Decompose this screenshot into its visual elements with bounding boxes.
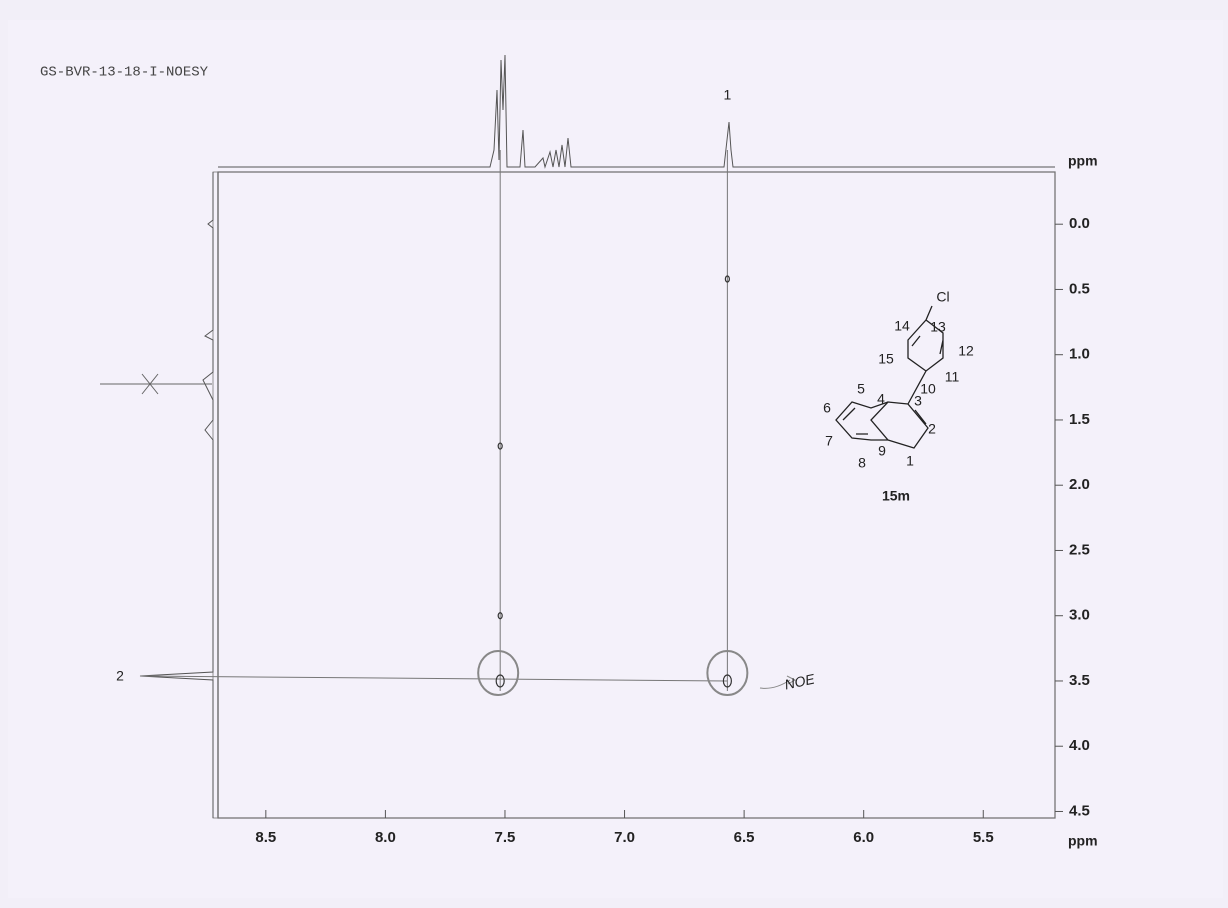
- atom-label: 10: [920, 381, 936, 397]
- hand-circle: [477, 649, 520, 696]
- x-tick-label: 7.0: [614, 829, 635, 846]
- hand-circle: [706, 649, 749, 696]
- x-tick-label: 6.0: [853, 829, 874, 846]
- paper: [8, 20, 1223, 898]
- cross-peak: [722, 674, 732, 688]
- projection-top: [218, 54, 1055, 169]
- x-tick-label: 8.5: [255, 829, 276, 846]
- atom-label: 6: [823, 400, 831, 416]
- peak-label: 1: [723, 87, 731, 103]
- guide-line: [139, 675, 728, 682]
- chart-title: GS-BVR-13-18-I-NOESY: [40, 65, 209, 81]
- cross-peak: [724, 275, 730, 283]
- x-tick-label: 8.0: [375, 829, 396, 846]
- atom-label: 5: [857, 381, 865, 397]
- y-tick-label: 1.5: [1069, 411, 1090, 428]
- handwritten-arrow: [759, 675, 797, 689]
- x-axis-label: ppm: [1068, 833, 1098, 849]
- atom-label: 1: [906, 453, 914, 469]
- atom-label: 2: [928, 421, 936, 437]
- atom-label: Cl: [936, 289, 949, 305]
- x-tick-label: 5.5: [973, 829, 994, 846]
- y-tick-label: 3.5: [1069, 672, 1090, 689]
- atom-label: 11: [945, 369, 960, 385]
- compound-name: 15m: [882, 488, 910, 504]
- atom-label: 12: [958, 343, 974, 359]
- atom-label: 15: [878, 351, 894, 367]
- atom-label: 7: [825, 433, 833, 449]
- y-tick-label: 4.0: [1069, 737, 1090, 754]
- handwritten-mark: [100, 373, 212, 395]
- y-axis-label: ppm: [1068, 153, 1098, 169]
- cross-peak: [497, 612, 503, 620]
- projection-left: [139, 172, 214, 818]
- cross-peak: [497, 442, 503, 450]
- y-tick-label: 2.0: [1069, 476, 1090, 493]
- atom-label: 3: [914, 393, 922, 409]
- atom-label: 8: [858, 455, 866, 471]
- y-tick-label: 0.0: [1069, 215, 1090, 232]
- y-tick-label: 1.0: [1069, 346, 1090, 363]
- atom-label: 9: [878, 443, 886, 459]
- y-tick-label: 2.5: [1069, 541, 1090, 558]
- cross-peak: [495, 674, 505, 688]
- y-tick-label: 3.0: [1069, 607, 1090, 624]
- structure-bonds: [835, 305, 944, 449]
- annotation: NOE: [783, 670, 817, 692]
- y-tick-label: 4.5: [1069, 802, 1090, 819]
- atom-label: 13: [930, 319, 946, 335]
- atom-label: 4: [877, 391, 885, 407]
- y-tick-label: 0.5: [1069, 280, 1090, 297]
- x-tick-label: 7.5: [495, 829, 516, 846]
- peak-label: 2: [116, 668, 124, 684]
- x-tick-label: 6.5: [734, 829, 755, 846]
- atom-label: 14: [894, 318, 910, 334]
